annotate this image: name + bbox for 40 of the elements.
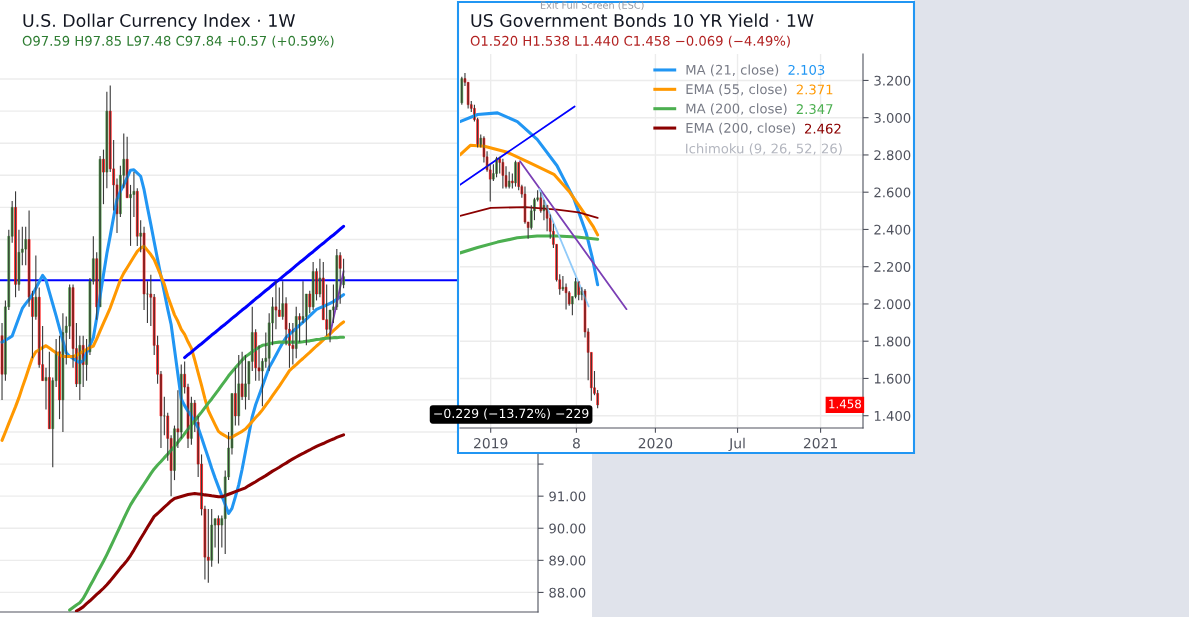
legend-label: EMA (200, close) [686,122,795,135]
y-tick-label: 2.200 [874,261,911,272]
y-tick-label: 2.800 [874,150,911,161]
x-tick-label: 2021 [803,437,837,449]
y-tick-label: 91.00 [549,491,586,502]
text: O1.520 H1.538 L1.440 C1.458 −0.069 (−4.49%) [470,35,790,48]
annotation: Ichimoku (9, 26, 52, 26) [686,143,842,156]
chart-title: U.S. Dollar Currency Index · 1W [23,13,295,31]
annotation: 1.458 [829,399,861,409]
y-tick-label: 89.00 [549,555,586,566]
annotation: 2.462 [804,123,841,134]
y-tick-label: 1.800 [874,336,911,347]
annotation: −0.229 (−13.72%) −229 [434,408,589,420]
x-tick-label: 2019 [474,437,508,449]
chart-title: US Government Bonds 10 YR Yield · 1W [471,13,814,28]
y-tick-label: 2.000 [874,299,911,310]
text: O97.59 H97.85 L97.48 C97.84 +0.57 (+0.59%) [22,35,334,48]
legend-label: EMA (55, close) [686,83,787,96]
line-series [460,206,599,219]
line-series [460,234,600,255]
y-tick-label: 88.00 [549,587,586,598]
text: Exit Full Screen (ESC) [540,1,644,10]
candlestick [207,508,210,584]
annotation: 2.103 [788,64,825,75]
y-tick-label: 3.000 [874,112,911,123]
legend-label: MA (21, close) [686,64,779,77]
y-tick-label: 2.400 [874,224,911,235]
x-tick-label: 2020 [638,437,673,449]
line-series [0,244,346,442]
y-tick-label: 2.600 [874,187,911,198]
y-tick-label: 1.400 [874,410,911,421]
y-tick-label: 1.600 [874,373,911,384]
y-tick-label: 90.00 [549,523,586,534]
annotation: 2.371 [796,84,833,95]
annotation: 2.347 [796,104,833,115]
y-tick-label: 3.200 [874,75,911,86]
line-series [74,433,346,612]
x-tick-label: 8 [572,437,580,449]
legend-label: MA (200, close) [686,103,787,116]
x-tick-label: Jul [728,437,745,452]
